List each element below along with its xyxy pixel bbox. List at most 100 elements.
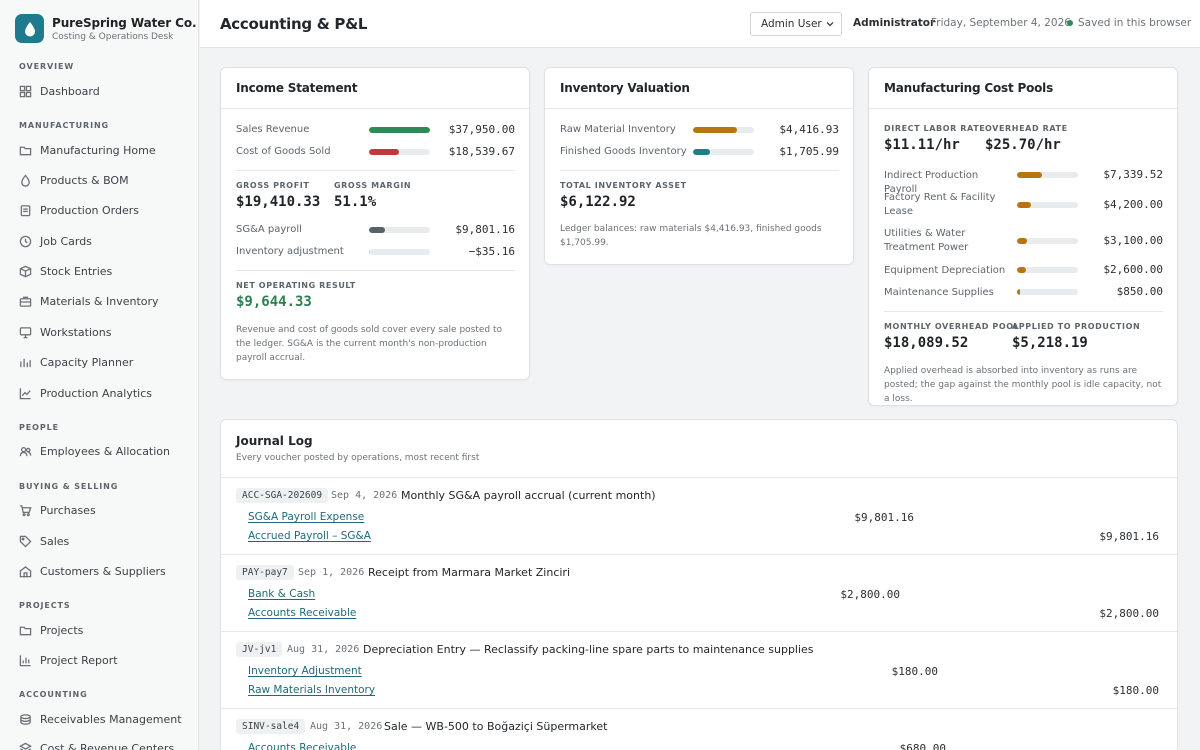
total-inventory-label: Total Inventory Asset bbox=[560, 181, 687, 190]
credit-account-link[interactable]: Accounts Receivable bbox=[248, 607, 357, 619]
brand-name: PureSpring Water Co. bbox=[52, 15, 197, 30]
clipboard-icon bbox=[20, 204, 31, 216]
sidebar-item-cost-revenue-centers[interactable]: Cost & Revenue Centers bbox=[19, 738, 174, 750]
sidebar-item-workstations[interactable]: Workstations bbox=[19, 322, 111, 342]
gross-profit-value: $19,410.33 bbox=[236, 194, 321, 210]
card-title: Inventory Valuation bbox=[560, 81, 690, 95]
divider bbox=[869, 108, 1177, 109]
chart-icon bbox=[19, 654, 31, 666]
sidebar-item-production-analytics[interactable]: Production Analytics bbox=[19, 383, 152, 403]
monitor-icon bbox=[19, 326, 32, 338]
nav-section-people: People bbox=[19, 423, 59, 432]
inventory-adjustment-bar bbox=[369, 249, 430, 255]
sidebar-item-project-report[interactable]: Project Report bbox=[19, 650, 118, 670]
top-header: Accounting & P&L Admin User Administrato… bbox=[200, 0, 1200, 48]
debit-account-link[interactable]: SG&A Payroll Expense bbox=[248, 511, 365, 523]
sidebar-item-customers-suppliers[interactable]: Customers & Suppliers bbox=[19, 561, 166, 581]
journal-entry: SINV-sale4 Aug 31, 2026 Sale — WB-500 to… bbox=[221, 708, 1177, 750]
pool-value: $850.00 bbox=[1116, 285, 1163, 298]
sidebar-item-products-bom[interactable]: Products & BOM bbox=[19, 170, 129, 190]
inventory-adjustment-bar-fill bbox=[369, 249, 370, 255]
brand[interactable]: PureSpring Water Co. Costing & Operation… bbox=[15, 14, 197, 43]
pool-label: Utilities & Water Treatment Power bbox=[884, 228, 969, 253]
debit-account-link[interactable]: Inventory Adjustment bbox=[248, 665, 362, 677]
sidebar-item-purchases[interactable]: Purchases bbox=[19, 500, 96, 520]
gross-margin-label: Gross Margin bbox=[334, 181, 412, 190]
net-operating-label: Net Operating Result bbox=[236, 281, 356, 290]
inventory-adjustment-value: −$35.16 bbox=[468, 245, 515, 258]
applied-to-production-value: $5,218.19 bbox=[1012, 335, 1088, 351]
sidebar-item-job-cards[interactable]: Job Cards bbox=[19, 231, 92, 251]
sidebar-item-label: Capacity Planner bbox=[40, 355, 134, 369]
income-note: Revenue and cost of goods sold cover eve… bbox=[236, 325, 503, 363]
raw-material-bar bbox=[693, 127, 754, 133]
debit-account-link[interactable]: Bank & Cash bbox=[248, 588, 316, 600]
folder-icon bbox=[19, 626, 32, 635]
sidebar-item-label: Manufacturing Home bbox=[40, 143, 156, 157]
debit-amount: $2,800.00 bbox=[840, 588, 900, 601]
entry-description: Receipt from Marmara Market Zinciri bbox=[368, 566, 571, 579]
nav-section-buying-selling: Buying & Selling bbox=[19, 482, 119, 491]
cost-pools-card: Manufacturing Cost Pools Direct Labor Ra… bbox=[868, 67, 1178, 406]
pool-bar bbox=[1017, 202, 1078, 208]
clock-icon bbox=[19, 235, 32, 247]
bars-icon bbox=[20, 358, 31, 367]
sidebar-item-employees-allocation[interactable]: Employees & Allocation bbox=[19, 441, 170, 461]
monthly-overhead-label: Monthly Overhead Pool bbox=[884, 322, 1020, 331]
sidebar: PureSpring Water Co. Costing & Operation… bbox=[0, 0, 199, 750]
sidebar-item-manufacturing-home[interactable]: Manufacturing Home bbox=[19, 140, 156, 160]
net-operating-value: $9,644.33 bbox=[236, 294, 312, 310]
finished-goods-bar bbox=[693, 149, 754, 155]
pool-value: $3,100.00 bbox=[1103, 234, 1163, 247]
sidebar-item-production-orders[interactable]: Production Orders bbox=[19, 200, 139, 220]
finished-goods-bar-fill bbox=[693, 149, 711, 155]
folder-icon bbox=[19, 146, 32, 155]
sga-bar-fill bbox=[369, 227, 385, 233]
voucher-badge[interactable]: PAY-pay7 bbox=[236, 565, 294, 580]
credit-account-link[interactable]: Accrued Payroll – SG&A bbox=[248, 530, 371, 542]
briefcase-icon bbox=[19, 296, 32, 307]
sidebar-item-label: Stock Entries bbox=[40, 264, 113, 278]
voucher-badge[interactable]: ACC-SGA-202609 bbox=[236, 488, 329, 503]
cogs-bar-fill bbox=[369, 149, 399, 155]
sidebar-item-receivables-management[interactable]: Receivables Management bbox=[19, 709, 182, 729]
sidebar-item-label: Customers & Suppliers bbox=[40, 564, 166, 578]
pool-value: $2,600.00 bbox=[1103, 263, 1163, 276]
save-status: Saved in this browser bbox=[1067, 17, 1191, 29]
sidebar-item-materials-inventory[interactable]: Materials & Inventory bbox=[19, 291, 159, 311]
credit-amount: $180.00 bbox=[1112, 684, 1159, 697]
trend-icon bbox=[19, 387, 31, 399]
user-select[interactable]: Admin User bbox=[750, 12, 842, 36]
sidebar-item-projects[interactable]: Projects bbox=[19, 620, 83, 640]
sidebar-item-capacity-planner[interactable]: Capacity Planner bbox=[19, 352, 133, 372]
coins-icon bbox=[20, 713, 31, 725]
grid-icon bbox=[19, 85, 32, 97]
sidebar-item-label: Cost & Revenue Centers bbox=[40, 741, 175, 750]
pool-label: Equipment Depreciation bbox=[884, 265, 1006, 276]
box-icon bbox=[19, 265, 32, 277]
pool-bar-fill bbox=[1017, 267, 1026, 273]
sidebar-item-dashboard[interactable]: Dashboard bbox=[19, 81, 100, 101]
voucher-badge[interactable]: SINV-sale4 bbox=[236, 719, 306, 734]
pool-bar bbox=[1017, 289, 1078, 295]
layers-icon bbox=[19, 742, 32, 750]
applied-to-production-label: Applied to Production bbox=[1012, 322, 1141, 331]
users-icon bbox=[19, 446, 32, 456]
sidebar-item-label: Materials & Inventory bbox=[40, 294, 159, 308]
debit-account-link[interactable]: Accounts Receivable bbox=[248, 742, 357, 750]
credit-account-link[interactable]: Raw Materials Inventory bbox=[248, 684, 376, 696]
sidebar-item-label: Employees & Allocation bbox=[40, 444, 171, 458]
inventory-valuation-card: Inventory Valuation Raw Material Invento… bbox=[544, 67, 854, 265]
voucher-badge[interactable]: JV-jv1 bbox=[236, 642, 283, 657]
user-role: Administrator bbox=[853, 17, 936, 29]
pool-bar-fill bbox=[1017, 172, 1042, 178]
sidebar-item-label: Project Report bbox=[40, 653, 118, 667]
pool-bar-fill bbox=[1017, 289, 1021, 295]
pool-bar-fill bbox=[1017, 202, 1032, 208]
card-title: Income Statement bbox=[236, 81, 358, 95]
overhead-rate-label: Overhead Rate bbox=[985, 124, 1068, 133]
droplet-logo-icon bbox=[15, 14, 44, 43]
sidebar-item-sales[interactable]: Sales bbox=[19, 531, 69, 551]
sidebar-item-stock-entries[interactable]: Stock Entries bbox=[19, 261, 112, 281]
pool-bar bbox=[1017, 238, 1078, 244]
